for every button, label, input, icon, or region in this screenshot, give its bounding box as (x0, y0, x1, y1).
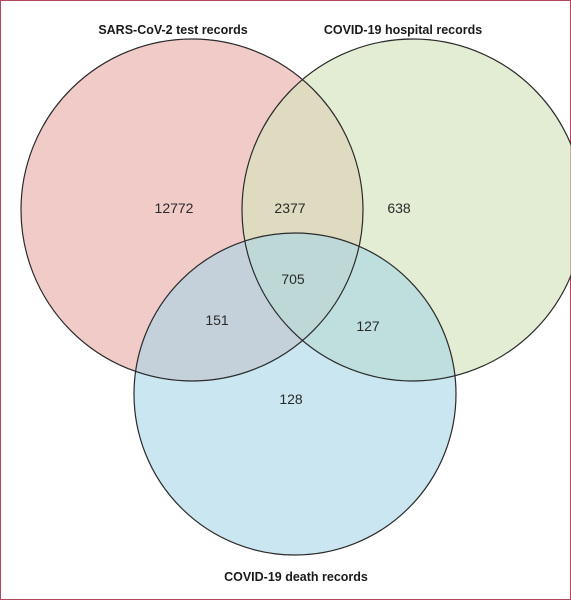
count-test-only: 12772 (155, 200, 194, 216)
count-death-only: 128 (279, 391, 303, 407)
count-test-hospital: 2377 (274, 200, 305, 216)
venn-outlines (20, 38, 571, 556)
count-hospital-only: 638 (387, 200, 411, 216)
count-hospital-death: 127 (356, 318, 380, 334)
set-outline-test (20, 38, 364, 382)
count-test-death: 151 (205, 312, 229, 328)
set-label-death: COVID-19 death records (224, 570, 368, 584)
set-label-hospital: COVID-19 hospital records (324, 23, 482, 37)
set-outline-death (133, 232, 457, 556)
set-fill-death (134, 233, 456, 555)
set-outline-hospital (241, 38, 571, 382)
count-all-three: 705 (281, 271, 305, 287)
venn-fills (21, 39, 571, 555)
set-label-test: SARS-CoV-2 test records (98, 23, 247, 37)
